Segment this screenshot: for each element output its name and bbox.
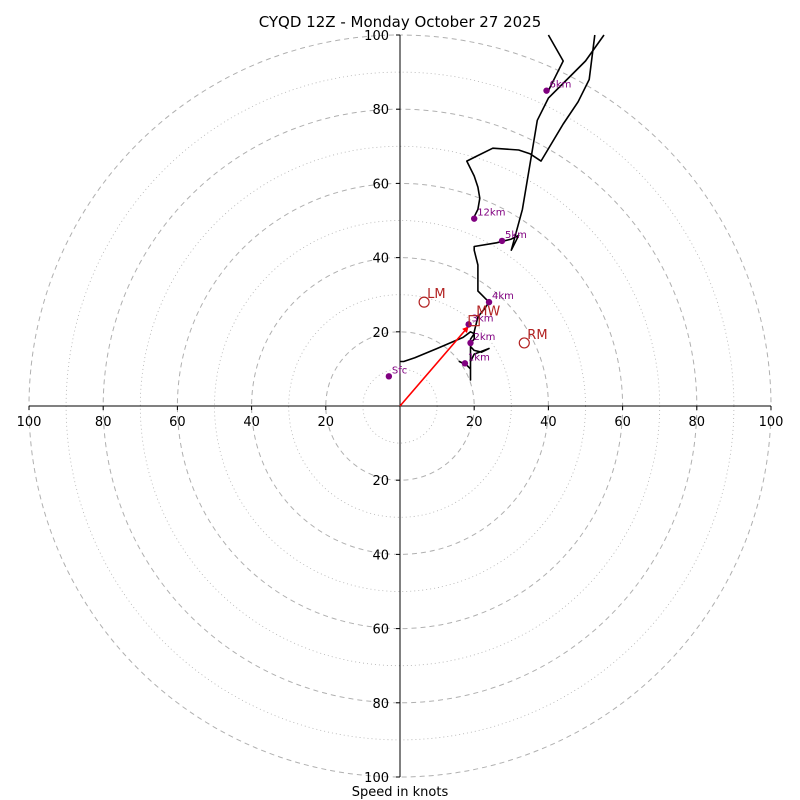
x-axis-label: Speed in knots [352,785,449,800]
y-tick-label: 100 [364,771,389,786]
height-marker-dot [385,373,393,380]
x-tick-label: 80 [95,415,112,430]
x-tick-label: 40 [243,415,260,430]
height-marker-label: 1km [468,352,490,363]
height-marker-dot [461,360,469,367]
y-tick-label: 60 [372,177,389,192]
x-tick-label: 80 [689,415,706,430]
height-marker-dot [471,215,478,222]
height-marker-label: 3km [472,313,494,324]
x-tick-label: 100 [759,415,784,430]
storm-motion-label: RM [527,328,547,343]
storm-motion-marker [418,296,430,308]
y-tick-label: 80 [372,697,389,712]
height-marker-dot [467,339,474,347]
mean-wind-label: MW [476,305,500,320]
height-marker-dot [543,87,550,94]
y-tick-label: 40 [372,252,389,267]
height-marker-dot [498,237,506,245]
height-marker-label: 4km [492,291,514,302]
bulk-shear-line [399,325,470,407]
height-marker-label: Sfc [392,365,407,376]
height-marker-label: 5km [505,230,527,241]
y-tick-label: 40 [372,548,389,563]
tick-labels: 100 80 60 40 20 20 40 60 80 100 100 80 60 40 20 20 40 60 8… [17,29,784,786]
height-marker-dot [485,298,493,306]
shear-vector [399,325,470,407]
x-tick-label: 40 [540,415,557,430]
upper-wind-trace-line [465,34,596,218]
x-tick-label: 20 [466,415,483,430]
top-wind-trace-line [547,34,565,91]
y-tick-label: 80 [372,103,389,118]
storm-motion-label: LM [427,287,445,302]
height-marker-label: 2km [473,332,495,343]
chart-title: CYQD 12Z - Monday October 27 2025 [259,13,542,31]
x-tick-label: 20 [318,415,335,430]
bulk-shear-arrowhead [462,326,469,334]
x-tick-label: 60 [169,415,186,430]
y-tick-label: 20 [372,474,389,489]
storm-motion-marker [518,337,530,349]
x-tick-label: 100 [17,415,42,430]
height-marker-label: 6km [550,80,572,91]
height-markers: Sfc 1km 2km 3km 4km 5km 6km 12km [385,80,572,380]
height-marker-label: 12km [477,208,505,219]
y-tick-label: 60 [372,623,389,638]
x-tick-label: 60 [614,415,631,430]
storm-motion-markers: LM RM MW [418,287,548,349]
y-tick-label: 100 [364,29,389,44]
mean-wind-marker [468,315,480,327]
y-tick-label: 20 [372,326,389,341]
